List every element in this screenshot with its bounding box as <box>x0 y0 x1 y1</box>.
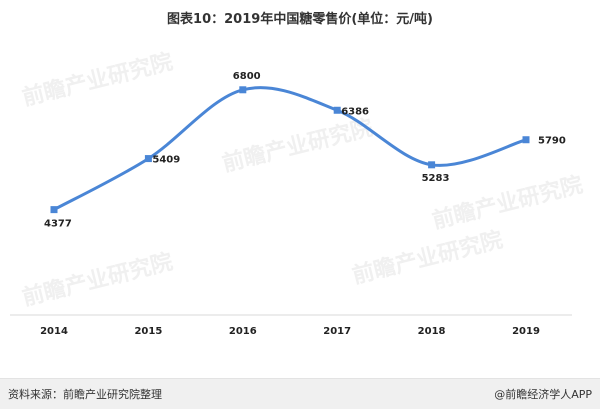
data-label: 5283 <box>422 173 450 184</box>
data-label: 6386 <box>341 106 369 117</box>
footer: 资料来源：前瞻产业研究院整理 @前瞻经济学人APP <box>0 378 600 409</box>
line-chart: 4377 5409 6800 6386 5283 5790 2014 2015 2016 2017… <box>10 71 572 337</box>
chart-title: 图表10：2019年中国糖零售价(单位：元/吨) <box>167 12 433 27</box>
data-label: 6800 <box>233 71 261 82</box>
data-point <box>239 86 247 94</box>
x-tick-label: 2016 <box>229 326 257 337</box>
data-point <box>428 161 436 169</box>
data-label: 5790 <box>538 136 566 147</box>
source-note: 资料来源：前瞻产业研究院整理 <box>8 388 162 401</box>
x-tick-label: 2018 <box>418 326 446 337</box>
brand-credit: @前瞻经济学人APP <box>494 388 592 401</box>
data-point <box>50 206 58 214</box>
data-point <box>333 106 341 114</box>
x-tick-label: 2014 <box>40 326 68 337</box>
data-point <box>522 136 530 144</box>
data-point <box>144 155 152 163</box>
data-label: 5409 <box>152 155 180 166</box>
x-tick-label: 2015 <box>134 326 162 337</box>
data-label: 4377 <box>44 219 72 230</box>
x-tick-label: 2019 <box>512 326 540 337</box>
series-line <box>53 86 527 211</box>
x-tick-label: 2017 <box>323 326 351 337</box>
